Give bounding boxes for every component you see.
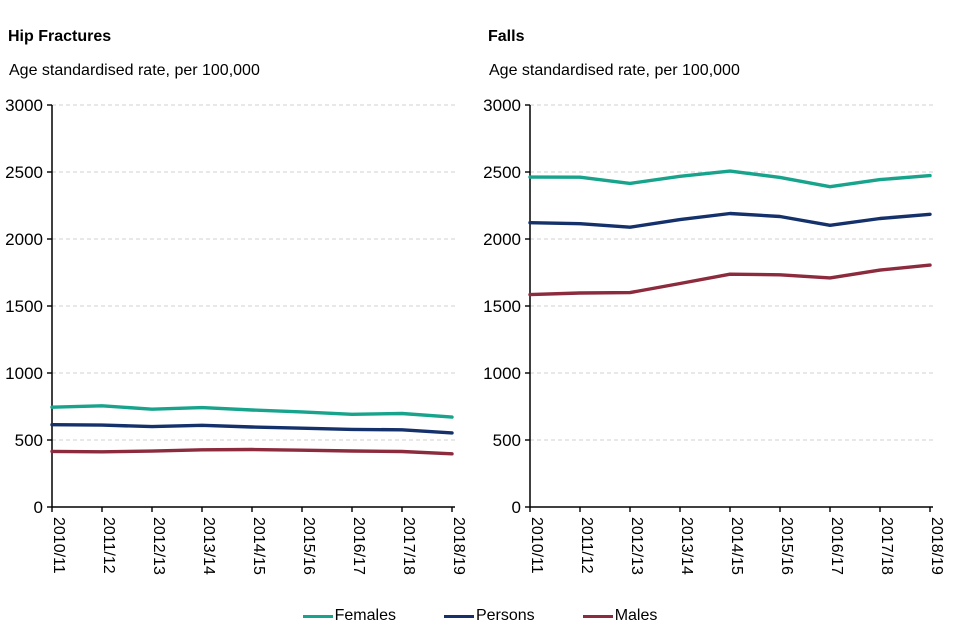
- y-tick-label: 1500: [483, 297, 521, 316]
- y-tick-label: 500: [15, 431, 43, 450]
- legend-item-persons: Persons: [443, 607, 535, 625]
- x-tick-label: 2012/13: [628, 517, 645, 575]
- legend-label-females: Females: [334, 607, 396, 624]
- chart-subtitle-falls: Age standardised rate, per 100,000: [489, 62, 740, 79]
- y-tick-label: 0: [34, 498, 43, 517]
- x-tick-label: 2015/16: [300, 517, 317, 575]
- x-tick-label: 2013/14: [200, 517, 217, 575]
- chart-title-falls: Falls: [488, 28, 525, 45]
- chart-title-hip-fractures: Hip Fractures: [8, 28, 112, 45]
- series-line-persons: [528, 211, 932, 229]
- series-line-females: [528, 169, 932, 189]
- y-tick-label: 3000: [5, 96, 43, 115]
- y-tick-label: 1000: [483, 364, 521, 383]
- chart-plot-hip-fractures: 0 500 1000 1500 2000 2500 3000 2010/11 2011/12 20…: [5, 96, 467, 575]
- hip-fractures-chart: Hip Fractures Age standardised rate, per…: [5, 28, 467, 575]
- x-tick-label: 2016/17: [350, 517, 367, 575]
- females-line-swatch: [302, 614, 333, 618]
- legend-item-females: Females: [302, 607, 396, 625]
- x-tick-label: 2018/19: [928, 517, 945, 575]
- chart-plot-falls: 0 500 1000 1500 2000 2500 3000 2010/11 2011/12 20…: [483, 96, 945, 575]
- x-tick-label: 2014/15: [728, 517, 745, 575]
- chart-subtitle-hip-fractures: Age standardised rate, per 100,000: [9, 62, 260, 79]
- y-tick-label: 1500: [5, 297, 43, 316]
- legend-item-males: Males: [582, 607, 658, 625]
- y-tick-label: 1000: [5, 364, 43, 383]
- x-tick-label: 2013/14: [678, 517, 695, 575]
- x-tick-label: 2016/17: [828, 517, 845, 575]
- x-tick-label: 2010/11: [528, 517, 545, 574]
- legend-label-persons: Persons: [475, 607, 535, 624]
- x-tick-label: 2017/18: [878, 517, 895, 575]
- series-line-females: [50, 404, 454, 419]
- x-tick-label: 2017/18: [400, 517, 417, 575]
- series-line-males: [528, 263, 932, 297]
- y-tick-label: 2500: [483, 163, 521, 182]
- y-tick-label: 3000: [483, 96, 521, 115]
- legend: Females Persons Males: [0, 602, 960, 630]
- y-tick-label: 500: [493, 431, 521, 450]
- x-tick-label: 2011/12: [578, 517, 595, 574]
- legend-label-males: Males: [614, 607, 658, 624]
- x-tick-label: 2010/11: [50, 517, 67, 574]
- series-line-persons: [50, 423, 454, 435]
- y-tick-label: 2000: [483, 230, 521, 249]
- y-tick-label: 0: [512, 498, 521, 517]
- persons-line-swatch: [443, 614, 474, 618]
- x-tick-label: 2015/16: [778, 517, 795, 575]
- males-line-swatch: [582, 614, 613, 618]
- x-tick-label: 2018/19: [450, 517, 467, 575]
- series-line-males: [50, 447, 454, 456]
- y-tick-label: 2000: [5, 230, 43, 249]
- x-tick-label: 2012/13: [150, 517, 167, 575]
- falls-chart: Falls Age standardised rate, per 100,000…: [480, 0, 960, 640]
- y-tick-label: 2500: [5, 163, 43, 182]
- x-tick-label: 2014/15: [250, 517, 267, 575]
- x-tick-label: 2011/12: [100, 517, 117, 574]
